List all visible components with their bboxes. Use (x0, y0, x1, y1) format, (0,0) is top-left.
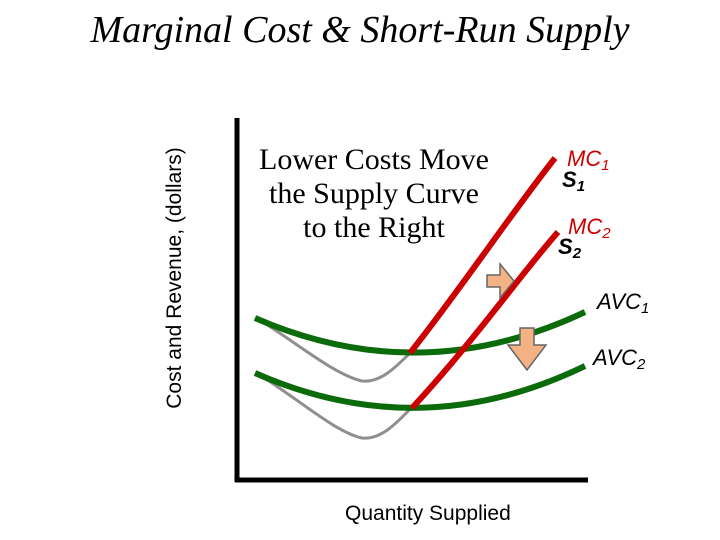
x-axis-label: Quantity Supplied (345, 502, 511, 525)
mc2-label: MC2 (568, 214, 611, 242)
gray-curve-1 (257, 317, 412, 383)
callout-text: Lower Costs Move the Supply Curve to the… (238, 143, 510, 245)
arrow-down-icon (506, 327, 548, 372)
arrow-right-icon (486, 261, 515, 301)
callout-line-2: the Supply Curve (269, 177, 479, 210)
avc2-curve (253, 363, 587, 411)
s1-label: S1 (562, 167, 586, 195)
mc2-curve (409, 230, 561, 411)
avc1-curve (253, 309, 587, 356)
s2-label: S2 (558, 234, 582, 262)
mc1-curve (407, 156, 558, 355)
callout-line-3: to the Right (303, 211, 445, 244)
avc1-label: AVC1 (597, 289, 650, 317)
callout-line-1: Lower Costs Move (259, 143, 489, 176)
mc1-label: MC1 (567, 146, 610, 174)
gray-curve-2 (257, 372, 414, 440)
avc2-label: AVC2 (593, 345, 646, 373)
page-title: Marginal Cost & Short-Run Supply (90, 9, 630, 51)
